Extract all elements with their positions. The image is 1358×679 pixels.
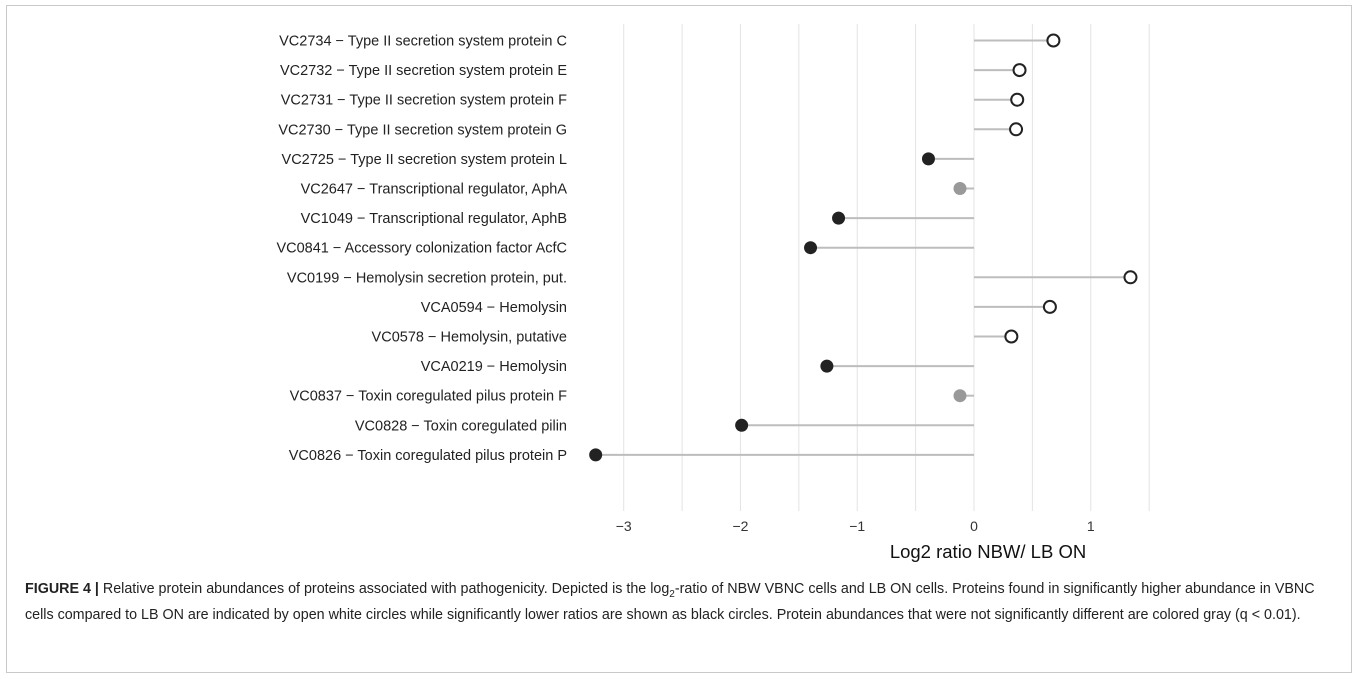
x-axis-ticks: −3 −2 −1 0 1 bbox=[616, 518, 1095, 534]
data-point bbox=[1012, 63, 1027, 78]
y-axis-label: VC0828 − Toxin coregulated pilin bbox=[355, 418, 567, 434]
figure-frame: VC2734 − Type II secretion system protei… bbox=[6, 5, 1352, 673]
y-axis-label: VC0199 − Hemolysin secretion protein, pu… bbox=[287, 270, 567, 286]
y-axis-label: VC2731 − Type II secretion system protei… bbox=[281, 93, 567, 109]
y-axis-label: VC2647 − Transcriptional regulator, AphA bbox=[301, 182, 568, 198]
points bbox=[589, 33, 1138, 462]
y-axis-label: VC0841 − Accessory colonization factor A… bbox=[276, 241, 567, 257]
data-point bbox=[832, 211, 846, 225]
y-axis-label: VC0837 − Toxin coregulated pilus protein… bbox=[290, 389, 568, 405]
x-tick-label: −3 bbox=[616, 518, 632, 534]
y-axis-label: VC2734 − Type II secretion system protei… bbox=[279, 34, 567, 50]
data-point bbox=[1046, 33, 1061, 48]
data-point bbox=[735, 418, 749, 432]
y-axis-label: VCA0594 − Hemolysin bbox=[421, 300, 567, 316]
y-axis-label: VC2730 − Type II secretion system protei… bbox=[278, 122, 567, 138]
y-axis-label: VCA0219 − Hemolysin bbox=[421, 359, 567, 375]
data-point bbox=[1004, 329, 1019, 344]
data-point bbox=[921, 152, 935, 166]
stems bbox=[595, 39, 1131, 456]
data-point bbox=[820, 359, 834, 373]
caption-label: FIGURE 4 | bbox=[25, 581, 99, 597]
y-axis-label: VC2725 − Type II secretion system protei… bbox=[282, 152, 567, 168]
caption-suffix: -ratio of NBW VBNC cells and LB ON cells… bbox=[25, 581, 1315, 623]
y-axis-label: VC0578 − Hemolysin, putative bbox=[372, 330, 567, 346]
data-point bbox=[953, 182, 967, 195]
caption-prefix: Relative protein abundances of proteins … bbox=[98, 581, 670, 597]
data-point bbox=[1042, 299, 1057, 314]
y-axis-labels: VC2734 − Type II secretion system protei… bbox=[276, 34, 567, 464]
data-point bbox=[953, 389, 967, 403]
data-point bbox=[1123, 270, 1138, 285]
x-tick-label: 0 bbox=[970, 518, 978, 534]
caption-subscript: 2 bbox=[669, 588, 675, 600]
x-axis-title: Log2 ratio NBW/ LB ON bbox=[890, 541, 1086, 562]
lollipop-chart: VC2734 − Type II secretion system protei… bbox=[276, 24, 1150, 562]
data-point bbox=[804, 241, 818, 255]
y-axis-label: VC1049 − Transcriptional regulator, AphB bbox=[301, 211, 567, 227]
data-point bbox=[1010, 92, 1025, 107]
y-axis-label: VC2732 − Type II secretion system protei… bbox=[280, 63, 567, 79]
figure-caption: FIGURE 4 | Relative protein abundances o… bbox=[25, 579, 1347, 626]
x-tick-label: −2 bbox=[732, 518, 748, 534]
data-point bbox=[1009, 122, 1024, 137]
x-tick-label: −1 bbox=[849, 518, 865, 534]
y-axis-label: VC0826 − Toxin coregulated pilus protein… bbox=[289, 448, 567, 464]
data-point bbox=[589, 448, 603, 462]
x-tick-label: 1 bbox=[1087, 518, 1095, 534]
grid-lines bbox=[623, 24, 1150, 511]
